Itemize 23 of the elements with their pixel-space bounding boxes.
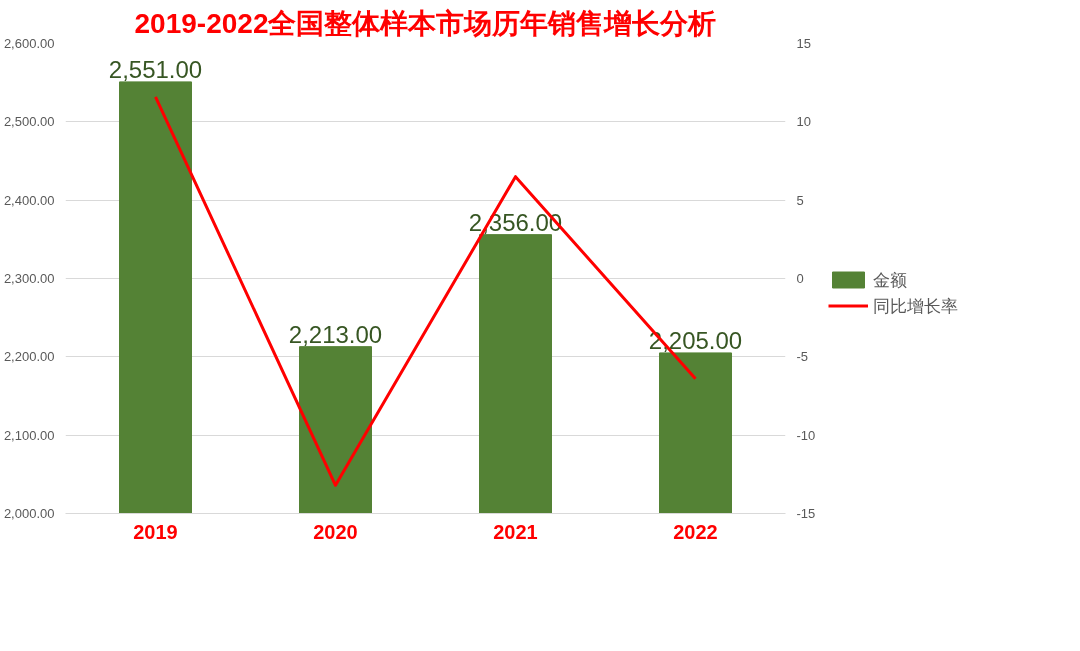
y-tick-label: 2,100.00	[3, 427, 55, 443]
legend-label: 金额	[873, 269, 907, 291]
x-tick-label: 2021	[493, 520, 538, 543]
y2-tick-label: -5	[796, 349, 809, 365]
y-tick-label: 2,000.00	[3, 506, 55, 521]
x-tick-label: 2019	[133, 520, 178, 543]
y2-tick-label: 5	[796, 192, 804, 208]
y-tick-label: 2,300.00	[3, 271, 55, 286]
data-label: 2,551.00	[108, 55, 203, 83]
y2-tick-label: -15	[796, 506, 816, 521]
y-tick-label: 2,600.00	[3, 36, 55, 51]
x-tick-label: 2020	[313, 520, 358, 543]
x-tick-label: 2022	[673, 520, 718, 543]
chart-title: 2019-2022全国整体样本市场历年销售增长分析	[134, 7, 717, 39]
y2-tick-label: 0	[796, 271, 804, 286]
y2-tick-label: 10	[796, 114, 811, 130]
y2-tick-label: 15	[796, 36, 811, 51]
y2-tick-label: -10	[796, 427, 816, 443]
legend-label: 同比增长率	[873, 295, 958, 317]
data-label: 2,213.00	[288, 320, 383, 348]
y-tick-label: 2,400.00	[3, 192, 55, 208]
y-tick-label: 2,200.00	[3, 349, 55, 365]
y-tick-label: 2,500.00	[3, 114, 55, 130]
